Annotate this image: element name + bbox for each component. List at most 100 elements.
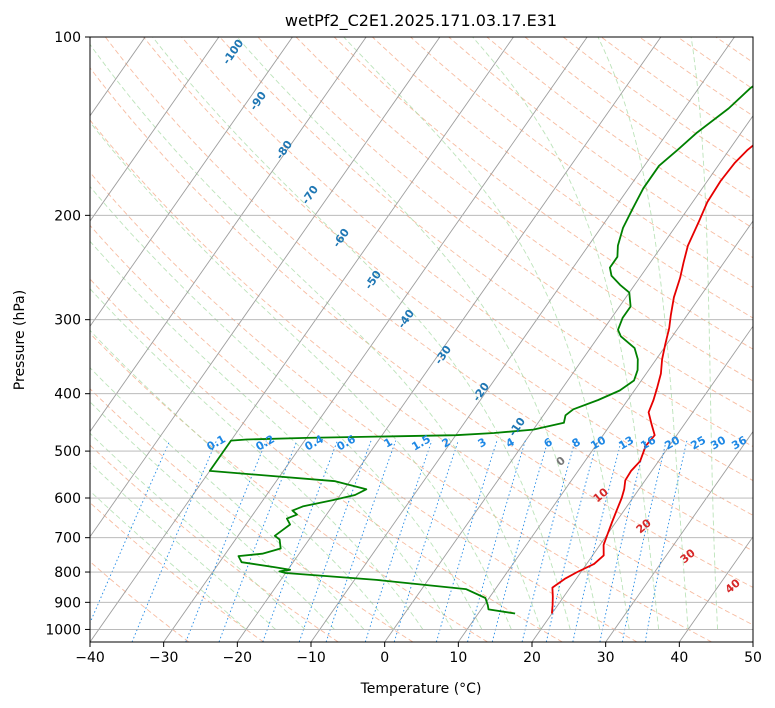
y-axis-label: Pressure (hPa) — [12, 290, 28, 390]
dry-adiabat — [90, 119, 753, 626]
isotherm — [752, 641, 753, 642]
dry-adiabat — [524, 37, 753, 200]
dry-adiabat — [639, 37, 753, 117]
moist-adiabat — [597, 37, 689, 630]
dry-adiabat — [90, 278, 563, 642]
adiabat-label: 0 — [554, 454, 568, 469]
mixing-ratio-label: 16 — [638, 433, 658, 452]
isotherm — [90, 37, 367, 433]
dry-adiabat — [90, 332, 488, 642]
dry-adiabat — [90, 388, 414, 642]
isotherm — [163, 37, 588, 642]
y-tick-label: 500 — [54, 444, 81, 460]
mixing-ratio-label: 25 — [688, 434, 708, 453]
isotherm — [678, 535, 753, 642]
dry-adiabat — [90, 444, 339, 642]
dry-adiabat — [90, 561, 190, 642]
x-tick-label: −40 — [75, 650, 105, 666]
y-tick-label: 800 — [54, 565, 81, 581]
moist-adiabat — [343, 37, 630, 630]
chart-title: wetPf2_C2E1.2025.171.03.17.E31 — [285, 11, 557, 31]
mixing-ratio-line — [545, 440, 598, 642]
mixing-ratio-line — [599, 440, 647, 642]
mixing-ratio-line — [521, 440, 576, 642]
moist-adiabat — [90, 401, 335, 630]
skewed-isotherms — [0, 24, 753, 642]
mixing-ratio-label: 20 — [662, 433, 682, 452]
mixing-ratio-label: 10 — [588, 433, 608, 452]
isotherm — [531, 325, 753, 642]
adiabat-label: 20 — [634, 516, 654, 536]
isotherm-label: -40 — [395, 307, 417, 331]
dry-adiabat — [257, 37, 753, 414]
y-tick-label: 100 — [54, 30, 81, 46]
y-axis-ticks: 100 200 300 400 500 600 700 800 900 1000 — [45, 30, 90, 638]
y-tick-label: 200 — [54, 208, 81, 224]
x-axis-ticks: −40 −30 −20 −10 0 10 20 30 40 50 — [75, 642, 762, 666]
x-tick-label: 0 — [380, 650, 389, 666]
mixing-ratio-line — [262, 440, 338, 642]
x-tick-label: 50 — [744, 650, 762, 666]
isotherm — [457, 220, 753, 642]
y-tick-label: 900 — [54, 595, 81, 611]
mixing-ratio-line — [621, 440, 667, 642]
plot-frame — [89, 36, 754, 643]
dry-adiabat — [90, 502, 264, 642]
x-tick-label: 20 — [523, 650, 541, 666]
moist-adiabat — [90, 288, 424, 630]
sounding-profiles — [208, 85, 753, 615]
isotherm — [0, 24, 7, 642]
isotherm-label: -30 — [432, 343, 454, 367]
mixing-ratio-line — [298, 440, 372, 642]
dry-adiabat — [90, 67, 753, 588]
mixing-ratio-label: 36 — [729, 433, 749, 452]
isotherm — [605, 430, 753, 642]
moist-adiabat — [152, 37, 571, 630]
mixing-ratio-line — [491, 440, 549, 642]
isotherm — [310, 37, 736, 642]
moist-adiabat — [90, 240, 453, 630]
moist-adiabat — [690, 37, 719, 630]
mixing-ratio-line — [467, 440, 526, 642]
adiabat-label: 30 — [678, 546, 698, 566]
y-tick-label: 700 — [54, 531, 81, 547]
dry-adiabat — [104, 37, 753, 552]
isotherm — [236, 37, 662, 642]
mixing-ratio-line — [393, 440, 459, 642]
isotherm-label: -20 — [470, 380, 492, 404]
y-tick-label: 400 — [54, 387, 81, 403]
dry-adiabat — [181, 37, 753, 482]
dry-adiabat — [715, 37, 753, 63]
dry-adiabat — [754, 37, 775, 642]
mixing-ratio-label: 3 — [476, 435, 489, 450]
moist-adiabat — [90, 367, 365, 630]
x-axis-label: Temperature (°C) — [360, 681, 482, 697]
moist-adiabat — [90, 432, 306, 630]
isotherm-label: -80 — [273, 138, 295, 162]
dry-adiabat — [372, 37, 753, 319]
x-tick-label: −30 — [149, 650, 179, 666]
mixing-ratio-line — [364, 440, 433, 642]
y-tick-label: 1000 — [45, 622, 81, 638]
line-labels: 0.1 0.2 0.4 0.6 1 1.5 2 3 4 6 8 10 13 16 20 25 30 36-100-… — [205, 37, 750, 597]
moist-adiabat — [90, 185, 483, 630]
isotherm-label: -90 — [247, 89, 269, 113]
mixing-ratio-label: 6 — [542, 435, 555, 450]
moist-adiabat — [236, 37, 601, 630]
isotherm-label: -50 — [362, 268, 384, 292]
mixing-ratio-line — [90, 440, 171, 624]
mixing-ratio-label: 8 — [570, 435, 583, 450]
dry-adiabat — [486, 37, 753, 229]
mixing-ratio-line — [131, 440, 217, 642]
isotherm-label: -70 — [299, 183, 321, 207]
dry-adiabat — [448, 37, 753, 259]
dry-adiabat — [333, 37, 753, 350]
isotherm — [90, 37, 220, 222]
isotherm — [90, 37, 294, 328]
dry-adiabat — [410, 37, 753, 288]
moist-adiabat — [90, 121, 512, 630]
y-tick-label: 600 — [54, 491, 81, 507]
series-line — [208, 85, 753, 615]
x-tick-label: −20 — [223, 650, 253, 666]
